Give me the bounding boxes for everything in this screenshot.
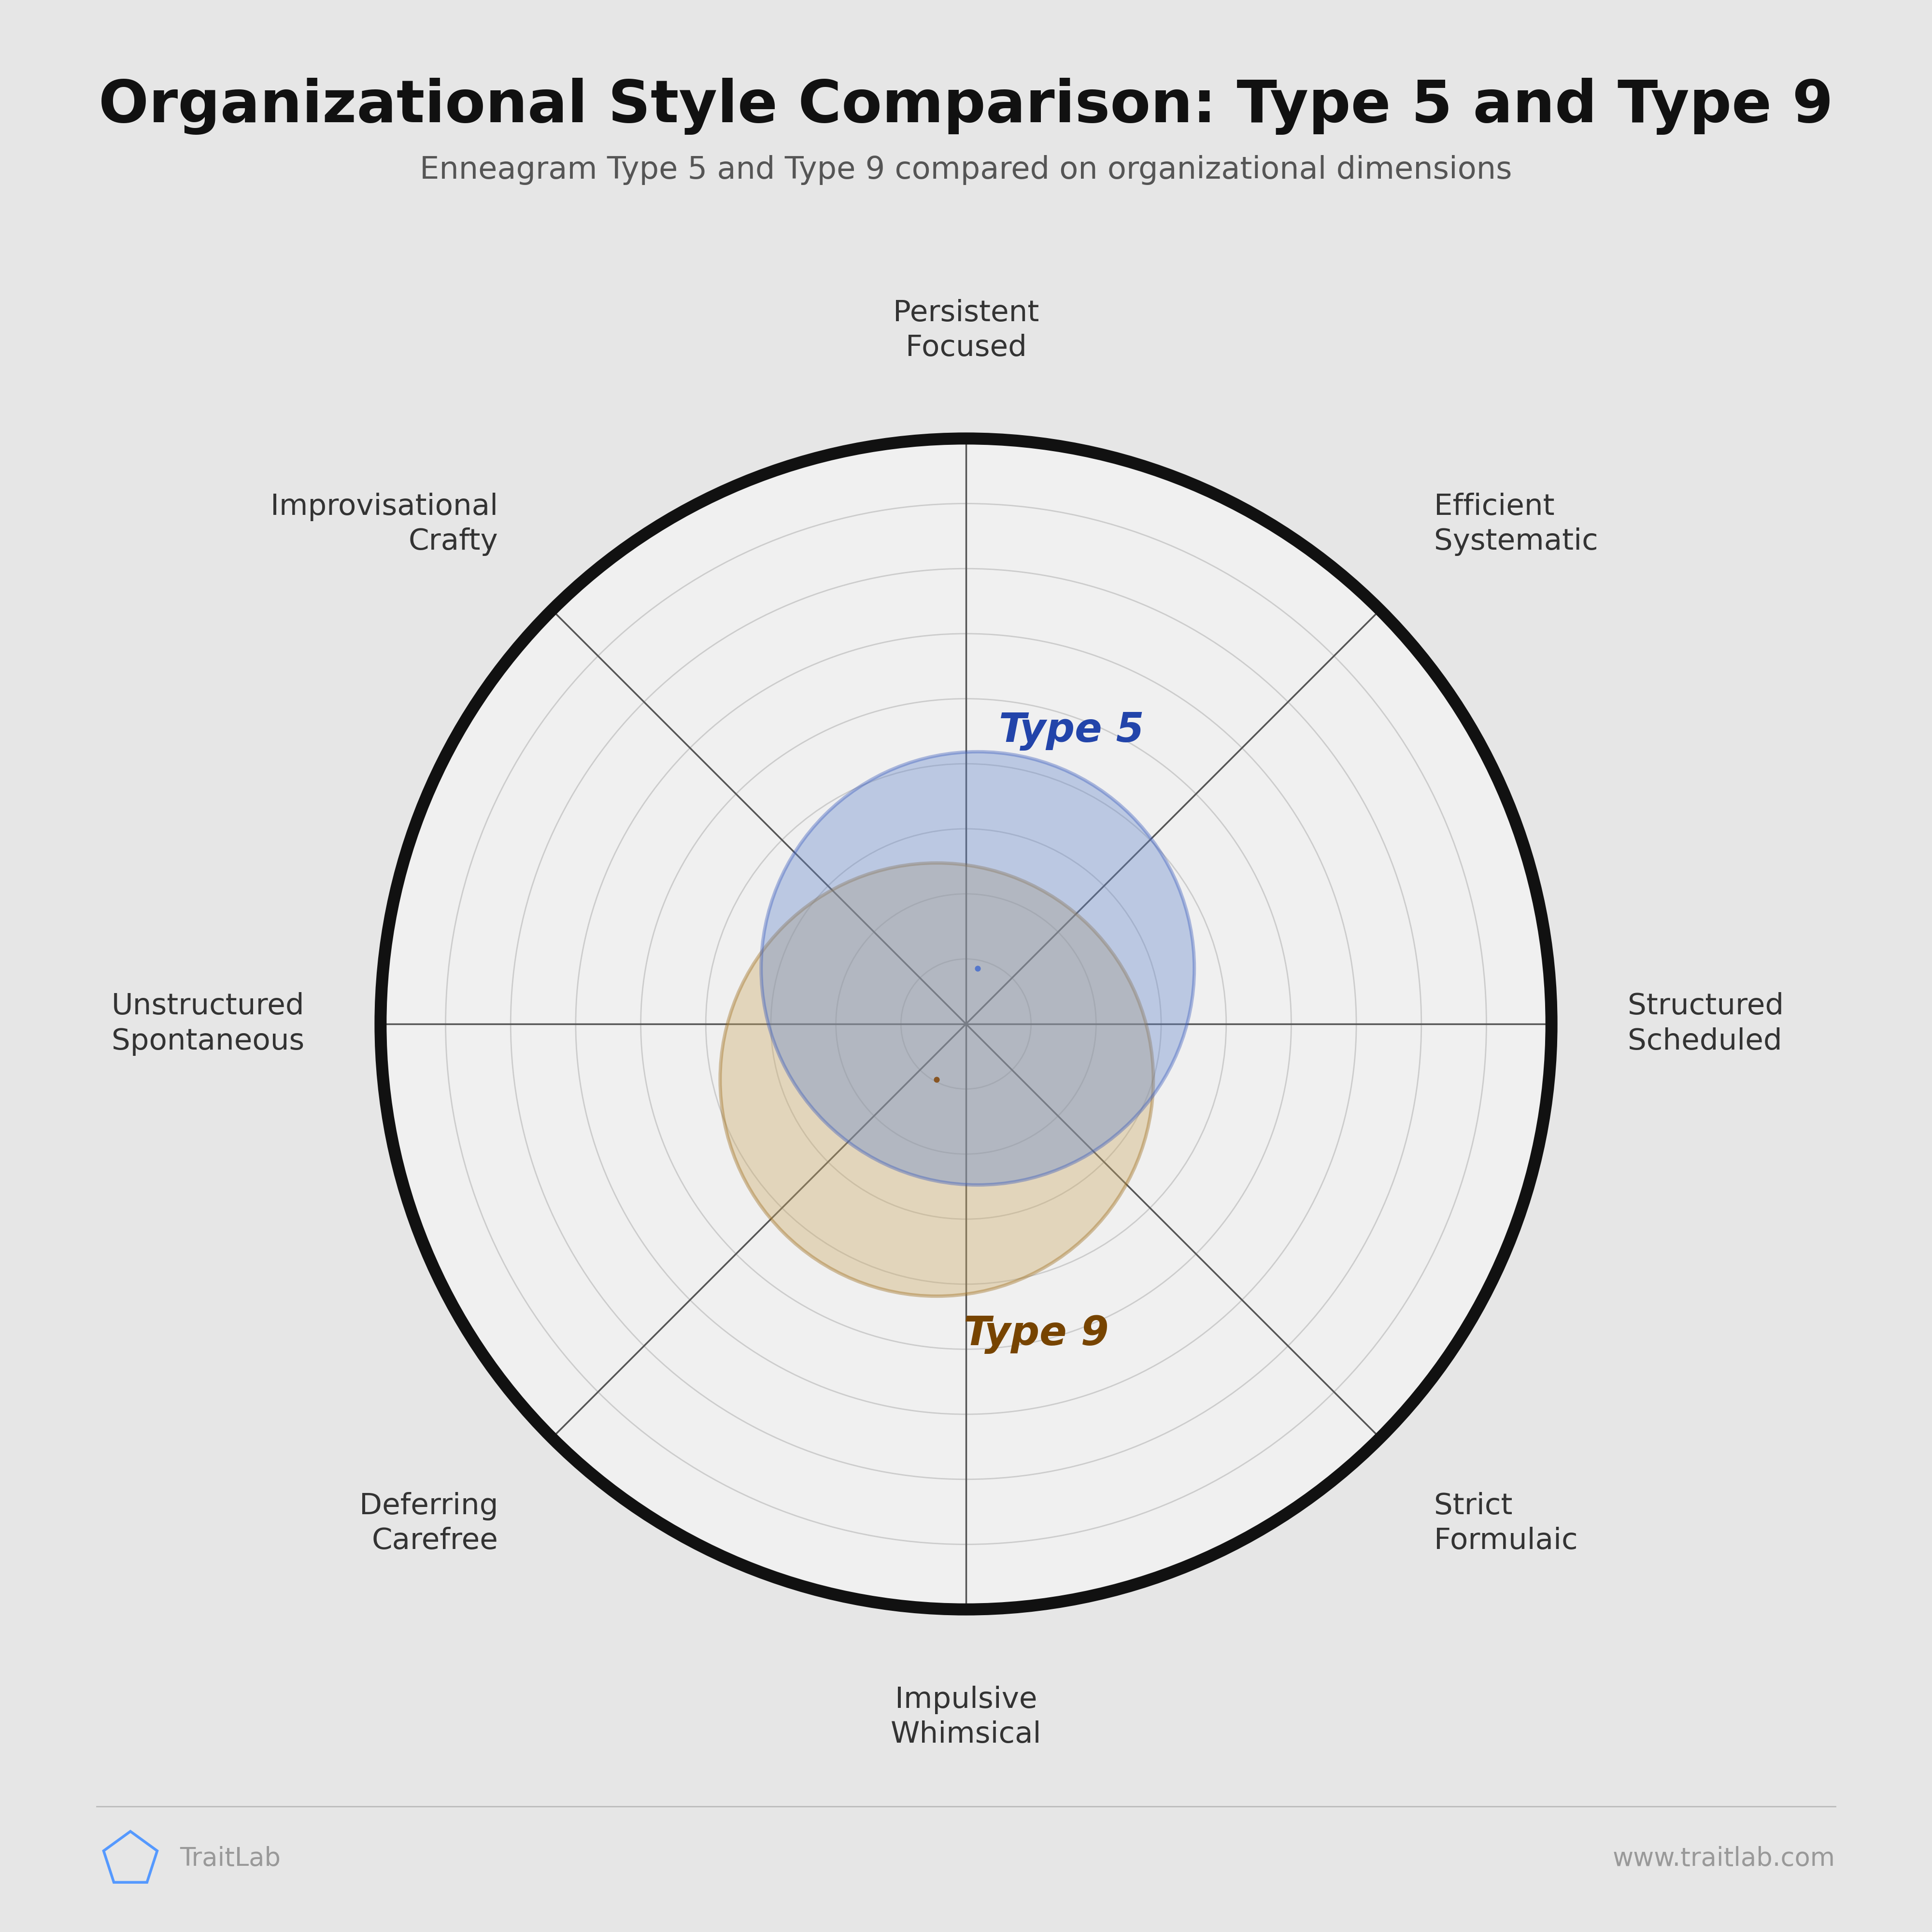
Text: Type 9: Type 9 [964,1314,1109,1354]
Circle shape [721,864,1153,1296]
Text: Unstructured
Spontaneous: Unstructured Spontaneous [112,993,305,1055]
Circle shape [761,752,1194,1184]
Text: Efficient
Systematic: Efficient Systematic [1434,493,1598,556]
Text: www.traitlab.com: www.traitlab.com [1613,1847,1835,1870]
Text: TraitLab: TraitLab [180,1847,280,1870]
Text: Improvisational
Crafty: Improvisational Crafty [270,493,498,556]
Point [922,1065,952,1095]
Text: Impulsive
Whimsical: Impulsive Whimsical [891,1685,1041,1748]
Text: Organizational Style Comparison: Type 5 and Type 9: Organizational Style Comparison: Type 5 … [99,77,1833,135]
Text: Type 5: Type 5 [999,711,1144,752]
Text: Strict
Formulaic: Strict Formulaic [1434,1492,1578,1555]
Text: Persistent
Focused: Persistent Focused [893,299,1039,363]
Text: Enneagram Type 5 and Type 9 compared on organizational dimensions: Enneagram Type 5 and Type 9 compared on … [419,155,1513,185]
Text: Structured
Scheduled: Structured Scheduled [1627,993,1783,1055]
Text: Deferring
Carefree: Deferring Carefree [359,1492,498,1555]
Point [962,952,993,983]
Circle shape [381,439,1551,1609]
